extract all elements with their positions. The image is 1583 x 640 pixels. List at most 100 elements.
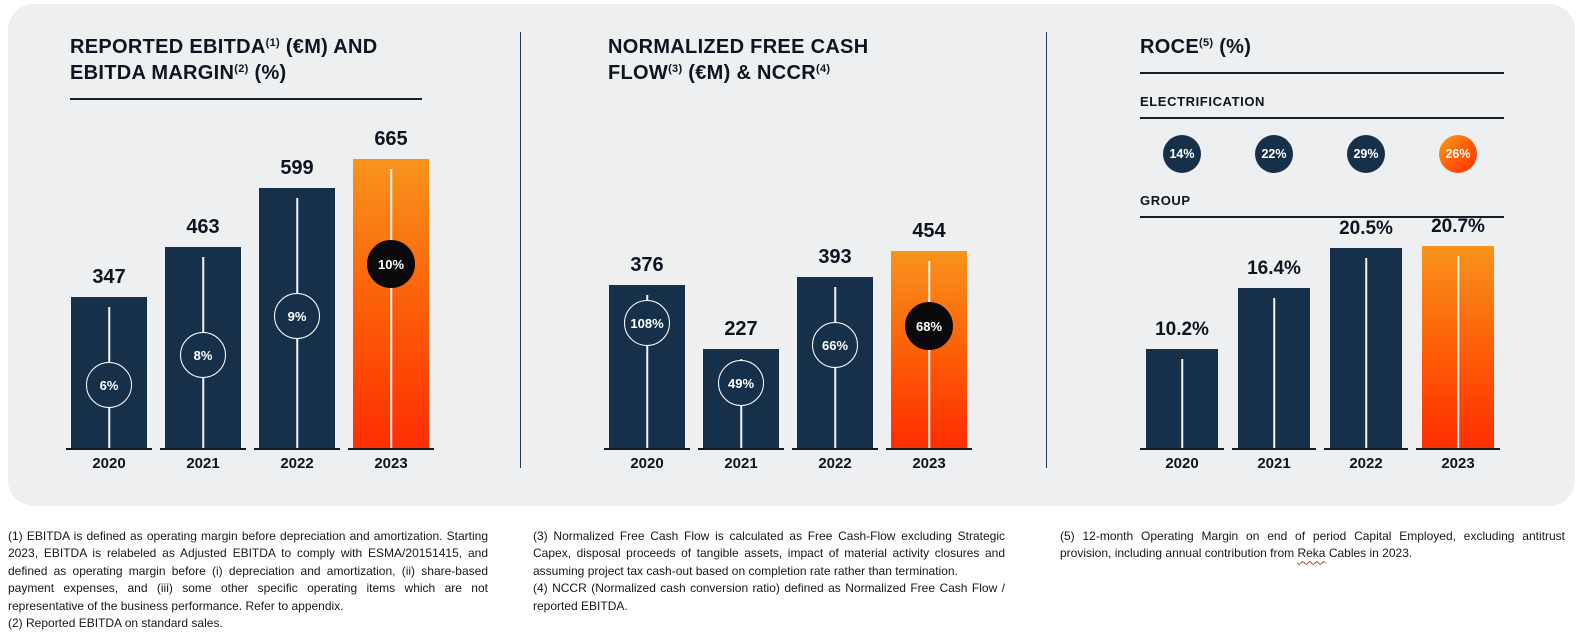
ratio-badge: 108% (624, 300, 670, 346)
bar-center-line (1365, 258, 1367, 448)
bar-center-line (646, 295, 648, 448)
fcf-bar-2022: 66% (797, 277, 873, 448)
ebitda-title-rule (70, 98, 422, 100)
year-label: 2023 (1441, 455, 1475, 472)
electrification-circle-cell: 29% (1324, 135, 1408, 173)
group-rule (1140, 216, 1504, 218)
footnote: (4) NCCR (Normalized cash conversion rat… (533, 581, 1005, 613)
bar-value-label: 227 (724, 318, 758, 340)
bar-value-label: 599 (280, 157, 314, 179)
roce-bar-2022 (1330, 248, 1402, 448)
fcf-chart-title: NORMALIZED FREE CASH FLOW(3) (€M) & NCCR(… (608, 34, 960, 86)
ratio-badge: 68% (905, 302, 953, 350)
fcf-column-2022: 393 66% 2022 (792, 246, 878, 473)
year-label: 2023 (912, 455, 946, 472)
bar-baseline (254, 448, 340, 450)
bar-baseline (160, 448, 246, 450)
year-label: 2020 (92, 455, 126, 472)
ebitda-column-2022: 599 9% 2022 (254, 157, 340, 473)
year-label: 2022 (280, 455, 314, 472)
ebitda-bar-2021: 8% (165, 247, 241, 448)
bar-value-label: 463 (186, 216, 220, 238)
chart-title-line: EBITDA MARGIN(2) (%) (70, 62, 287, 84)
roce-chart-section: ROCE(5) (%) ELECTRIFICATION 14% 22% 29% 26%… (1140, 34, 1504, 218)
ratio-badge: 66% (812, 322, 858, 368)
footnote-column-roce: (5) 12-month Operating Margin on end of … (1060, 528, 1565, 563)
bar-value-label: 376 (630, 254, 664, 276)
ratio-badge: 10% (367, 240, 415, 288)
electrification-roce-circle: 26% (1439, 135, 1477, 173)
fcf-column-2021: 227 49% 2021 (698, 318, 784, 473)
ratio-badge: 8% (180, 332, 226, 378)
footnote: (3) Normalized Free Cash Flow is calcula… (533, 529, 1005, 578)
year-label: 2021 (186, 455, 220, 472)
bar-baseline (66, 448, 152, 450)
bar-baseline (1324, 448, 1408, 450)
group-label: GROUP (1140, 193, 1191, 208)
roce-bar-2023 (1422, 246, 1494, 448)
roce-column-2021: 16.4% 2021 (1232, 257, 1316, 473)
fcf-bar-chart: 376 108% 2020 227 49% 2021 393 66% 2022 454 68% 202… (604, 220, 972, 473)
ratio-badge: 9% (274, 293, 320, 339)
year-label: 2021 (1257, 455, 1291, 472)
chart-title-line: ROCE(5) (%) (1140, 36, 1252, 58)
roce-column-2020: 10.2% 2020 (1140, 318, 1224, 473)
section-divider-2 (1046, 32, 1047, 468)
fcf-bar-2020: 108% (609, 285, 685, 448)
bar-baseline (1232, 448, 1316, 450)
bar-baseline (886, 448, 972, 450)
electrification-roce-circle: 22% (1255, 135, 1293, 173)
section-divider-1 (520, 32, 521, 468)
bar-baseline (348, 448, 434, 450)
bar-baseline (792, 448, 878, 450)
footnote: (1) EBITDA is defined as operating margi… (8, 529, 488, 613)
ratio-badge: 6% (86, 362, 132, 408)
chart-title-line: REPORTED EBITDA(1) (€M) AND (70, 36, 378, 58)
ebitda-chart-title: REPORTED EBITDA(1) (€M) AND EBITDA MARGIN… (70, 34, 422, 86)
roce-bar-2021 (1238, 288, 1310, 448)
chart-title-line: NORMALIZED FREE CASH (608, 36, 869, 58)
fcf-chart-section: NORMALIZED FREE CASH FLOW(3) (€M) & NCCR(… (608, 34, 960, 86)
bar-value-label: 20.7% (1431, 216, 1485, 237)
ebitda-bar-chart: 347 6% 2020 463 8% 2021 599 9% 2022 665 10% 2023 (66, 128, 434, 473)
electrification-roce-circles: 14% 22% 29% 26% (1140, 135, 1504, 173)
bar-baseline (1140, 448, 1224, 450)
electrification-label: ELECTRIFICATION (1140, 94, 1266, 109)
ratio-badge: 49% (718, 360, 764, 406)
chart-title-line: FLOW(3) (€M) & NCCR(4) (608, 62, 831, 84)
electrification-circle-cell: 14% (1140, 135, 1224, 173)
fcf-bar-2023: 68% (891, 251, 967, 448)
bar-baseline (604, 448, 690, 450)
footnote-column-fcf: (3) Normalized Free Cash Flow is calcula… (533, 528, 1005, 615)
electrification-roce-circle: 14% (1163, 135, 1201, 173)
bar-value-label: 665 (374, 128, 408, 150)
fcf-column-2023: 454 68% 2023 (886, 220, 972, 473)
electrification-rule (1140, 117, 1504, 119)
electrification-roce-circle: 29% (1347, 135, 1385, 173)
bar-value-label: 347 (92, 266, 126, 288)
bar-value-label: 16.4% (1247, 258, 1301, 279)
year-label: 2020 (1165, 455, 1199, 472)
bar-center-line (390, 169, 392, 448)
bar-center-line (1273, 298, 1275, 448)
kpi-card: REPORTED EBITDA(1) (€M) AND EBITDA MARGIN… (8, 4, 1575, 506)
bar-center-line (1457, 256, 1459, 448)
bar-center-line (928, 261, 930, 448)
footnote: (5) 12-month Operating Margin on end of … (1060, 529, 1565, 561)
bar-baseline (1416, 448, 1500, 450)
year-label: 2020 (630, 455, 664, 472)
roce-column-2023: 20.7% 2023 (1416, 215, 1500, 473)
fcf-bar-2021: 49% (703, 349, 779, 448)
roce-title-rule (1140, 72, 1504, 74)
ebitda-column-2021: 463 8% 2021 (160, 216, 246, 473)
bar-value-label: 10.2% (1155, 319, 1209, 340)
ebitda-column-2020: 347 6% 2020 (66, 266, 152, 473)
year-label: 2021 (724, 455, 758, 472)
bar-value-label: 20.5% (1339, 218, 1393, 239)
ebitda-bar-2022: 9% (259, 188, 335, 448)
roce-group-bar-chart: 10.2% 2020 16.4% 2021 20.5% 2022 20.7% 2023 (1140, 215, 1500, 473)
electrification-circle-cell: 22% (1232, 135, 1316, 173)
ebitda-chart-section: REPORTED EBITDA(1) (€M) AND EBITDA MARGIN… (70, 34, 422, 100)
bar-value-label: 454 (912, 220, 946, 242)
bar-value-label: 393 (818, 246, 852, 268)
